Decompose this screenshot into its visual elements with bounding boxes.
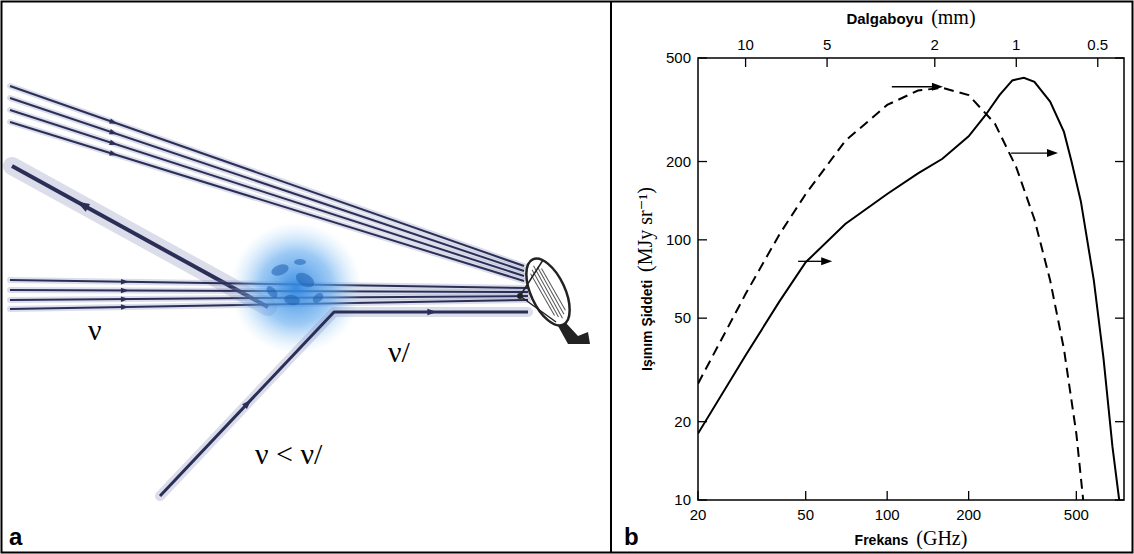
- x2-axis-title-unit: (mm): [931, 6, 975, 29]
- y-tick: [698, 499, 707, 500]
- y-tick-label: 500: [666, 49, 691, 66]
- telescope-rib: [541, 267, 565, 312]
- x2-tick-label: 10: [737, 36, 754, 53]
- panel-b: 2050100200500105210.5102050100200500Frek…: [624, 6, 1124, 550]
- x-tick: [887, 491, 888, 500]
- y-tick: [698, 318, 707, 319]
- panel-letter: a: [9, 523, 23, 550]
- y-tick-label: 20: [674, 413, 691, 430]
- x-axis-title-unit: (GHz): [916, 527, 967, 550]
- page: {"diagram": {"panel_label": "a", "incomi…: [0, 0, 1134, 554]
- shift-arrowhead: [1047, 149, 1058, 157]
- x-tick: [1076, 491, 1077, 500]
- figure: νν/ν < ν/a2050100200500105210.5102050100…: [0, 0, 1134, 554]
- freq-in-label: ν: [88, 313, 102, 346]
- curve: [698, 88, 1083, 500]
- cluster-galaxy: [283, 294, 300, 307]
- freq-out-label: ν/: [388, 335, 411, 368]
- shift-arrowhead: [932, 83, 943, 91]
- telescope-rib: [531, 272, 555, 317]
- x-tick-label: 50: [797, 506, 814, 523]
- telescope-rib: [537, 265, 563, 316]
- telescope: [517, 252, 590, 344]
- x-tick: [805, 491, 806, 500]
- freq-relation: ν < ν/: [255, 437, 323, 470]
- telescope-receiver: [517, 293, 523, 299]
- x-tick-label: 200: [956, 506, 981, 523]
- shift-arrow: [1011, 152, 1050, 153]
- ray-glow: [160, 312, 528, 496]
- y-tick: [698, 57, 707, 58]
- x-tick-label: 20: [690, 506, 707, 523]
- y-axis-title: Işınım Şiddeti (MJy sr⁻¹): [634, 187, 657, 371]
- ray: [160, 312, 528, 496]
- x2-tick-label: 5: [823, 36, 831, 53]
- telescope-dish: [517, 252, 578, 332]
- x2-tick: [1097, 58, 1098, 67]
- panel-a: ν ν/ν < ν/a: [9, 86, 590, 550]
- telescope-feed: [520, 260, 543, 296]
- shift-arrow: [798, 261, 824, 262]
- ray-arrowhead: [121, 296, 129, 301]
- figure-frame: [2, 2, 1133, 553]
- ray-arrowhead: [109, 118, 117, 123]
- cluster-galaxy: [294, 259, 306, 265]
- x2-tick-label: 2: [931, 36, 939, 53]
- x-axis-title: Frekans (GHz): [855, 527, 968, 550]
- ray-arrowhead: [109, 140, 117, 145]
- y-axis-title-word: Işınım Şiddeti: [639, 280, 655, 371]
- telescope-feed: [520, 296, 556, 322]
- cluster-galaxy: [270, 262, 290, 278]
- ray-arrowhead: [121, 288, 129, 293]
- shift-arrowhead: [821, 257, 832, 265]
- x2-tick-label: 1: [1012, 36, 1020, 53]
- shift-arrow: [892, 86, 935, 87]
- curves: [698, 78, 1119, 500]
- x-axis-title-word: Frekans: [855, 532, 909, 548]
- y-tick-right: [1115, 421, 1124, 422]
- ray-arrowhead: [109, 150, 117, 155]
- telescope-rib: [534, 264, 563, 320]
- y-tick-right: [1115, 57, 1124, 58]
- cluster-galaxy: [311, 291, 325, 305]
- panel-divider: [610, 1, 612, 553]
- y-tick: [698, 239, 707, 240]
- y-tick-label: 100: [666, 231, 691, 248]
- y-tick-right: [1115, 161, 1124, 162]
- x-tick-label: 500: [1064, 506, 1089, 523]
- y-tick-label: 200: [666, 153, 691, 170]
- y-axis-title-unit: (MJy sr⁻¹): [634, 187, 657, 272]
- x2-tick: [934, 58, 935, 67]
- ray-arrowhead: [77, 202, 90, 212]
- ray-arrowhead: [427, 309, 437, 316]
- x-tick: [697, 491, 698, 500]
- ray-arrowhead: [109, 129, 117, 134]
- y-tick-right: [1115, 239, 1124, 240]
- y-tick-label: 50: [674, 309, 691, 326]
- ray-arrowhead: [242, 400, 251, 409]
- plot-frame: [698, 58, 1124, 500]
- x2-axis-title-word: Dalgaboyu: [846, 10, 923, 27]
- y-tick-label: 10: [674, 491, 691, 508]
- x2-tick: [1016, 58, 1017, 67]
- y-tick-right: [1115, 318, 1124, 319]
- ray-arrowhead: [121, 304, 129, 309]
- x-tick: [968, 491, 969, 500]
- x2-tick-label: 0.5: [1087, 36, 1108, 53]
- cluster-galaxy: [264, 284, 279, 300]
- curve: [698, 78, 1119, 500]
- cluster: [230, 222, 362, 354]
- panel-letter: b: [624, 523, 639, 550]
- ray-arrowhead: [121, 279, 129, 284]
- cluster-galaxy: [293, 270, 316, 290]
- y-tick: [698, 161, 707, 162]
- x2-axis-title: Dalgaboyu (mm): [846, 6, 975, 29]
- x2-tick: [745, 58, 746, 67]
- x-tick-label: 100: [875, 506, 900, 523]
- x2-tick: [826, 58, 827, 67]
